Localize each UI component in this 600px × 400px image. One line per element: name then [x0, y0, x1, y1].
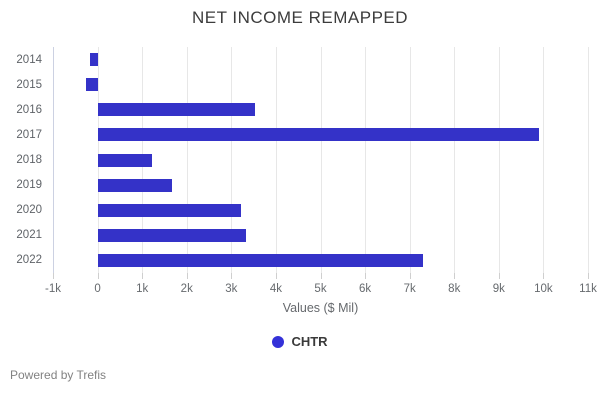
- gridline-10k: [543, 47, 545, 273]
- x-tick-label-5k: 5k: [314, 283, 327, 295]
- y-tick-label-2015: 2015: [16, 78, 42, 91]
- x-tick-mark: [231, 273, 233, 279]
- gridline-4k: [275, 47, 277, 273]
- x-tick-label-0: 0: [94, 283, 101, 295]
- legend-item-chtr[interactable]: CHTR: [272, 334, 328, 349]
- y-tick-label-2020: 2020: [16, 204, 42, 217]
- x-tick-label-11k: 11k: [579, 283, 597, 295]
- x-tick-label-2k: 2k: [180, 283, 193, 295]
- bar-2020: [97, 203, 242, 217]
- x-tick-mark: [275, 273, 277, 279]
- x-tick-mark: [97, 273, 99, 279]
- x-tick-mark: [588, 273, 589, 279]
- bar-2022: [97, 253, 424, 267]
- gridline-11k: [588, 47, 589, 273]
- x-tick-label-10k: 10k: [534, 283, 553, 295]
- y-tick-label-2019: 2019: [16, 179, 42, 192]
- y-tick-label-2017: 2017: [16, 128, 42, 141]
- gridline-3k: [231, 47, 233, 273]
- x-tick-mark: [53, 273, 54, 279]
- plot-area: [53, 47, 589, 279]
- x-tick-mark: [365, 273, 367, 279]
- x-tick-mark: [543, 273, 545, 279]
- legend-dot-icon: [272, 335, 285, 348]
- x-tick-label-9k: 9k: [492, 283, 505, 295]
- x-tick-label-8k: 8k: [448, 283, 461, 295]
- x-tick-label-3k: 3k: [225, 283, 238, 295]
- y-axis-labels: 2014 2015 2016 2017 2018 2019 2020 2021 2022: [0, 47, 42, 273]
- bar-2019: [97, 178, 172, 192]
- gridline-2k: [186, 47, 188, 273]
- x-tick-mark: [320, 273, 322, 279]
- x-tick-label-1k: 1k: [136, 283, 149, 295]
- x-axis-labels: -1k 0 1k 2k 3k 4k 5k 6k 7k 8k 9k 10k 11k: [0, 283, 600, 297]
- legend-label: CHTR: [291, 334, 328, 349]
- x-tick-mark: [498, 273, 500, 279]
- x-tick-mark: [454, 273, 456, 279]
- x-tick-label-6k: 6k: [359, 283, 372, 295]
- y-tick-label-2022: 2022: [16, 254, 42, 267]
- x-tick-label--1k: -1k: [45, 283, 61, 295]
- x-tick-label-7k: 7k: [403, 283, 416, 295]
- bar-2018: [97, 153, 153, 167]
- gridline-8k: [454, 47, 456, 273]
- x-axis-title: Values ($ Mil): [282, 301, 359, 315]
- y-tick-label-2016: 2016: [16, 103, 42, 116]
- x-tick-mark: [186, 273, 188, 279]
- chart-title: NET INCOME REMAPPED: [191, 8, 409, 27]
- bar-2016: [97, 103, 255, 117]
- bar-2017: [97, 128, 539, 142]
- legend: CHTR: [0, 334, 600, 349]
- powered-by-text: Powered by Trefis: [10, 368, 107, 382]
- x-tick-mark: [409, 273, 411, 279]
- bar-2014: [89, 53, 98, 67]
- gridline-7k: [409, 47, 411, 273]
- gridline-6k: [365, 47, 367, 273]
- bar-2015: [85, 78, 98, 92]
- bar-2021: [97, 228, 247, 242]
- gridline-5k: [320, 47, 322, 273]
- y-tick-label-2021: 2021: [16, 229, 42, 242]
- x-tick-mark: [142, 273, 144, 279]
- gridline-9k: [498, 47, 500, 273]
- y-axis-line: [53, 47, 54, 273]
- y-tick-label-2018: 2018: [16, 154, 42, 166]
- y-tick-label-2014: 2014: [16, 53, 42, 66]
- x-tick-label-4k: 4k: [269, 283, 282, 295]
